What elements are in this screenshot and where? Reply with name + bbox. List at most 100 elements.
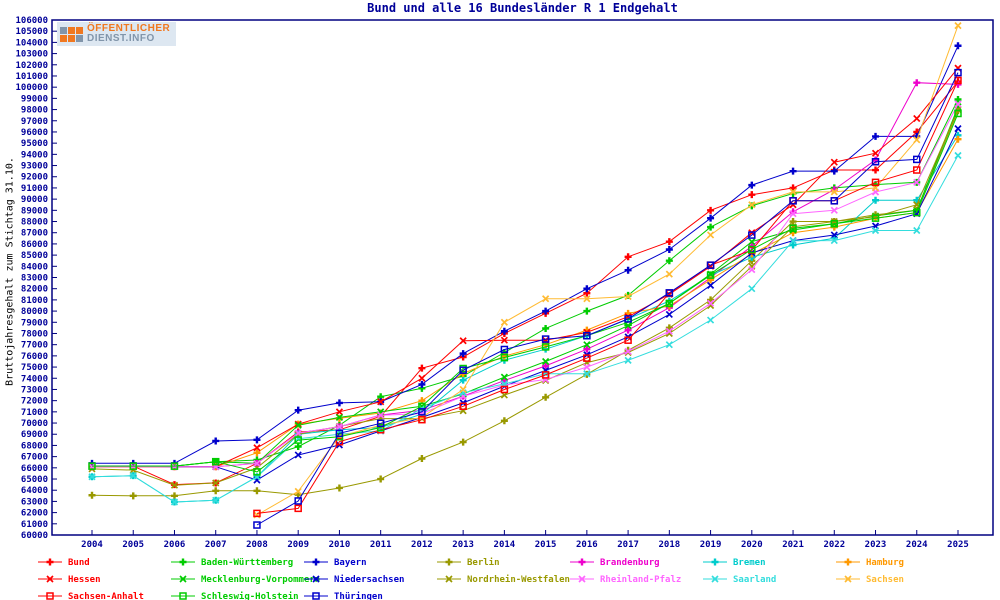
y-tick-label: 64000	[21, 486, 48, 496]
y-tick-label: 82000	[21, 285, 48, 295]
legend-label: Brandenburg	[600, 558, 660, 568]
x-tick-label: 2017	[617, 540, 639, 550]
x-tick-label: 2013	[452, 540, 474, 550]
legend-item-niedersachsen: Niedersachsen	[304, 574, 404, 585]
x-tick-label: 2019	[700, 540, 722, 550]
y-tick-label: 73000	[21, 385, 48, 395]
x-tick-label: 2010	[329, 540, 351, 550]
series-mecklenburg-vorpommern	[88, 103, 962, 470]
y-tick-label: 67000	[21, 453, 48, 463]
series-line	[91, 109, 959, 486]
x-tick-label: 2021	[782, 540, 804, 550]
y-axis-title: Bruttojahresgehalt zum Stichtag 31.10.	[4, 157, 16, 386]
series-line	[91, 155, 959, 503]
y-tick-label: 76000	[21, 352, 48, 362]
legend-item-sachsen: Sachsen	[836, 575, 904, 585]
y-tick-label: 72000	[21, 397, 48, 407]
y-tick-label: 95000	[21, 139, 48, 149]
legend-item-hessen: Hessen	[38, 575, 101, 585]
series-baden-wuerttemberg	[88, 95, 962, 470]
legend-label: Bremen	[733, 558, 766, 568]
series-sachsen	[253, 21, 962, 519]
y-tick-label: 99000	[21, 94, 48, 104]
y-tick-label: 91000	[21, 184, 48, 194]
logo-line1: ÖFFENTLICHER	[87, 23, 171, 34]
x-tick-label: 2025	[947, 540, 969, 550]
y-tick-label: 87000	[21, 229, 48, 239]
y-tick-label: 63000	[21, 497, 48, 507]
legend-label: Sachsen	[866, 575, 904, 585]
series-saarland	[88, 151, 962, 506]
y-tick-label: 96000	[21, 128, 48, 138]
y-tick-label: 70000	[21, 419, 48, 429]
series-line	[92, 45, 959, 464]
x-tick-label: 2022	[823, 540, 845, 550]
y-tick-label: 89000	[21, 206, 48, 216]
logo-grid-icon	[60, 26, 83, 42]
series-line	[256, 72, 959, 526]
logo-line2: DIENST.INFO	[87, 33, 155, 44]
y-tick-label: 94000	[21, 150, 48, 160]
y-tick-label: 65000	[21, 475, 48, 485]
legend: Bund Baden-Württemberg Bayern Berlin Branden…	[38, 557, 904, 600]
x-tick-label: 2016	[576, 540, 598, 550]
legend-item-sachsen-anhalt: Sachsen-Anhalt	[38, 592, 144, 600]
y-tick-label: 86000	[21, 240, 48, 250]
legend-label: Hamburg	[866, 558, 904, 568]
y-tick-label: 68000	[21, 441, 48, 451]
y-tick-label: 93000	[21, 162, 48, 172]
y-tick-label: 88000	[21, 218, 48, 228]
y-tick-label: 106000	[15, 16, 48, 26]
y-tick-label: 78000	[21, 329, 48, 339]
x-tick-label: 2006	[164, 540, 186, 550]
legend-item-thueringen: Thüringen	[304, 591, 383, 600]
legend-label: Bund	[68, 558, 90, 568]
legend-label: Bayern	[334, 558, 367, 568]
legend-item-bund: Bund	[38, 558, 90, 568]
x-tick-label: 2020	[741, 540, 763, 550]
y-tick-label: 74000	[21, 374, 48, 384]
legend-item-rheinland-pfalz: Rheinland-Pfalz	[570, 574, 681, 585]
y-tick-label: 71000	[21, 408, 48, 418]
y-tick-label: 80000	[21, 307, 48, 317]
site-logo[interactable]: ÖFFENTLICHER DIENST.INFO	[57, 22, 177, 46]
chart-title: Bund und alle 16 Bundesländer R 1 Endgeh…	[367, 1, 678, 15]
legend-label: Nordrhein-Westfalen	[467, 574, 570, 585]
x-tick-label: 2024	[906, 540, 928, 550]
y-tick-label: 81000	[21, 296, 48, 306]
series-nordrhein-westfalen	[88, 105, 962, 489]
y-tick-label: 105000	[15, 27, 48, 37]
x-tick-label: 2004	[81, 540, 103, 550]
y-tick-label: 100000	[15, 83, 48, 93]
y-tick-label: 60000	[21, 531, 48, 541]
series-line	[92, 67, 959, 468]
legend-item-brandenburg: Brandenburg	[570, 558, 660, 568]
series-line	[92, 128, 959, 481]
x-tick-label: 2011	[370, 540, 392, 550]
series-line	[92, 106, 959, 467]
legend-label: Saarland	[733, 575, 776, 585]
x-tick-label: 2015	[535, 540, 557, 550]
legend-label: Mecklenburg-Vorpommern	[201, 575, 320, 585]
x-tick-label: 2023	[865, 540, 887, 550]
series-brandenburg	[88, 79, 962, 471]
x-tick-label: 2008	[246, 540, 268, 550]
legend-item-baden-wuerttemberg: Baden-Württemberg	[171, 558, 293, 568]
series-rheinland-pfalz	[88, 100, 962, 471]
legend-item-bremen: Bremen	[703, 558, 766, 568]
y-tick-label: 92000	[21, 173, 48, 183]
legend-label: Schleswig-Holstein	[201, 591, 299, 600]
series-line	[92, 99, 959, 467]
y-tick-label: 66000	[21, 464, 48, 474]
y-tick-label: 103000	[15, 50, 48, 60]
series-line	[92, 138, 959, 468]
legend-item-berlin: Berlin	[437, 557, 500, 568]
y-tick-label: 77000	[21, 341, 48, 351]
series-line	[91, 135, 959, 503]
series-line	[92, 81, 959, 486]
legend-label: Hessen	[68, 575, 101, 585]
legend-item-bayern: Bayern	[304, 558, 367, 568]
x-tick-label: 2018	[658, 540, 680, 550]
x-tick-label: 2014	[494, 540, 516, 550]
y-tick-label: 97000	[21, 117, 48, 127]
